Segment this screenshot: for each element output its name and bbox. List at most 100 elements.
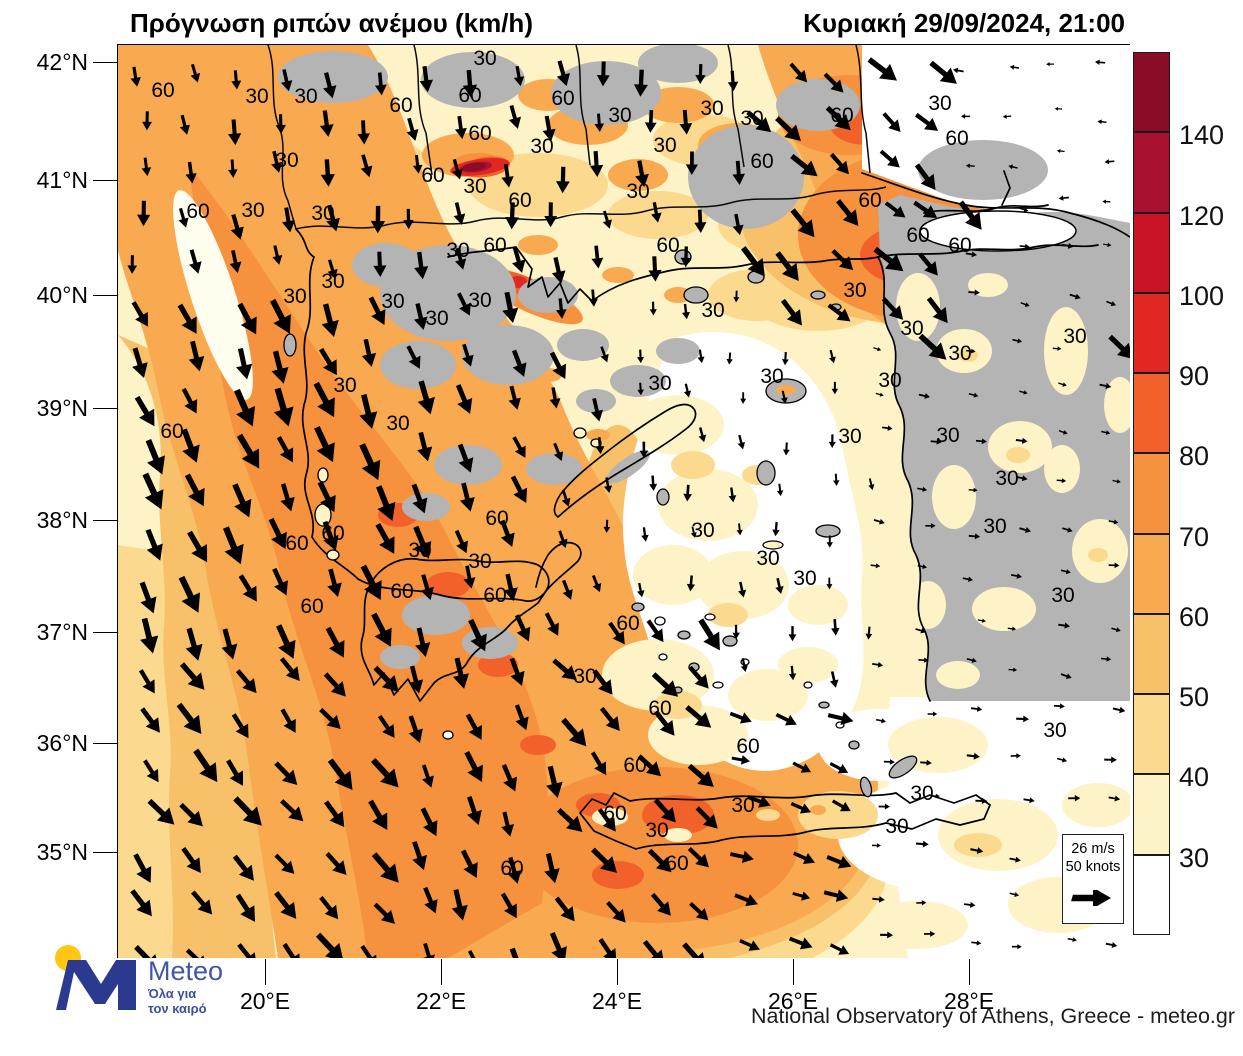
lon-tick [793, 959, 794, 985]
wind-arrow-icon [698, 618, 720, 651]
wind-arrow-icon [868, 478, 875, 491]
colorbar-segment [1133, 373, 1170, 454]
wind-arrow-icon [588, 289, 598, 307]
wind-arrow-icon [323, 672, 346, 697]
wind-arrow-icon [927, 711, 938, 717]
wind-arrow-icon [1097, 119, 1107, 125]
colorbar-label: 30 [1179, 842, 1210, 873]
contour-value-label: 30 [245, 85, 268, 108]
wind-arrow-icon [591, 847, 617, 873]
wind-arrow-icon [688, 665, 709, 689]
wind-arrow-icon [633, 69, 649, 97]
contour-value-label: 60 [623, 754, 646, 777]
wind-arrow-icon [1009, 64, 1020, 70]
wind-arrow-icon [281, 69, 293, 92]
wind-arrow-icon [187, 530, 208, 563]
wind-arrow-icon [142, 472, 164, 510]
contour-value-label: 60 [665, 852, 688, 875]
wind-arrow-icon [648, 256, 662, 282]
wind-arrow-icon [274, 761, 298, 786]
wind-arrow-icon [828, 349, 836, 364]
wind-arrow-icon [595, 437, 605, 455]
contour-value-label: 60 [285, 532, 308, 555]
wind-arrow-icon [965, 163, 975, 169]
wind-arrow-icon [775, 577, 784, 595]
wind-arrow-icon [273, 387, 294, 427]
contour-value-label: 60 [551, 87, 574, 110]
wind-arrow-icon [829, 943, 850, 955]
lon-tick [441, 959, 442, 985]
wind-arrow-icon [552, 658, 577, 681]
contour-value-label: 30 [573, 665, 596, 688]
colorbar-segment [1133, 453, 1170, 534]
wind-arrow-icon [406, 117, 419, 141]
wind-arrow-icon [185, 948, 208, 958]
wind-arrow-icon [970, 847, 984, 854]
wind-arrow-icon [178, 207, 189, 228]
contour-value-label: 60 [500, 857, 523, 880]
contour-value-label: 30 [468, 550, 491, 573]
wind-arrow-icon [865, 626, 873, 640]
wind-arrow-icon [689, 901, 709, 921]
wind-arrow-icon [228, 159, 238, 178]
wind-arrow-icon [825, 105, 851, 131]
wind-arrow-icon [467, 950, 481, 958]
wind-arrow-icon [968, 289, 980, 296]
wind-arrow-icon [881, 297, 904, 320]
wind-arrow-icon [464, 750, 483, 782]
wind-arrow-icon [238, 574, 257, 602]
wind-arrow-icon [231, 70, 242, 90]
wind-arrow-icon [977, 618, 986, 623]
wind-arrow-icon [143, 759, 159, 783]
colorbar-label: 40 [1179, 762, 1210, 793]
wind-arrow-icon [650, 892, 671, 916]
lat-tick [93, 520, 117, 521]
wind-arrow-icon [1104, 159, 1115, 165]
wind-arrow-icon [232, 854, 254, 881]
lat-label: 38°N [36, 507, 88, 533]
wind-arrow-icon [370, 757, 399, 788]
wind-arrow-icon [606, 900, 626, 923]
wind-arrow-icon [870, 563, 881, 569]
wind-arrow-icon [1102, 199, 1111, 204]
wind-arrow-icon [412, 841, 427, 871]
contour-value-label: 30 [756, 547, 779, 570]
wind-arrow-icon [319, 110, 334, 137]
wind-arrow-icon [512, 436, 526, 458]
wind-arrow-icon [747, 795, 771, 808]
wind-arrow-icon [734, 893, 758, 907]
wind-arrow-icon [600, 346, 609, 363]
wind-arrow-icon [465, 713, 482, 740]
wind-arrow-icon [1016, 475, 1028, 482]
wind-arrow-icon [457, 443, 474, 473]
wind-arrow-icon [881, 425, 893, 431]
wind-arrow-icon [833, 473, 840, 486]
wind-arrow-icon [686, 575, 696, 592]
contour-value-label: 60 [390, 580, 413, 603]
lat-label: 41°N [36, 167, 88, 193]
colorbar-label: 80 [1179, 441, 1210, 472]
wind-arrow-icon [695, 64, 706, 85]
wind-arrow-icon [960, 113, 971, 119]
wind-arrow-icon [357, 120, 370, 145]
wind-arrow-icon [728, 487, 737, 503]
colorbar-label: 100 [1179, 280, 1225, 311]
wind-arrow-icon [829, 762, 849, 774]
wind-arrow-icon [270, 298, 291, 334]
wind-arrow-icon [1108, 795, 1121, 802]
wind-arrow-icon [970, 706, 983, 712]
wind-arrow-icon [1108, 334, 1130, 360]
wind-arrow-icon [419, 65, 434, 93]
wind-arrow-icon [453, 202, 466, 225]
wind-arrow-icon [917, 564, 927, 570]
contour-value-label: 60 [468, 122, 491, 145]
wind-arrow-icon [184, 473, 205, 507]
wind-arrow-icon [142, 111, 153, 131]
wind-arrow-icon [968, 487, 978, 493]
wind-arrow-icon [1108, 519, 1119, 525]
contour-value-label: 30 [838, 425, 861, 448]
wind-arrow-icon [966, 657, 977, 663]
contour-value-label: 60 [483, 234, 506, 257]
wind-arrow-icon [1046, 62, 1054, 67]
wind-arrow-icon [646, 619, 664, 643]
